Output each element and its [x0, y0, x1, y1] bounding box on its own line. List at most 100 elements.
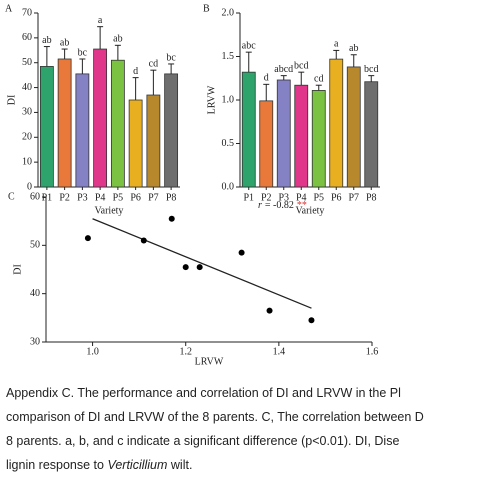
bar	[128, 99, 143, 188]
y-tick-label: 40	[30, 288, 40, 299]
y-tick-label: 1.5	[222, 51, 235, 62]
x-axis-label: LRVW	[195, 356, 224, 367]
y-tick-label: 60	[22, 32, 32, 43]
x-tick-label: 1.0	[86, 346, 99, 357]
bar	[364, 81, 379, 188]
y-tick-label: 10	[22, 156, 32, 167]
annotation-symbol: r	[258, 200, 262, 211]
x-tick-label: 1.2	[179, 346, 192, 357]
point	[308, 317, 315, 324]
y-tick-label: 20	[22, 132, 32, 143]
x-tick-label: P5	[113, 192, 124, 203]
fit-line	[92, 218, 312, 309]
significance-letter: abc	[242, 40, 256, 51]
x-axis-label: Variety	[296, 205, 325, 216]
x-tick-label: P1	[42, 192, 53, 203]
x-tick-label: P6	[331, 192, 342, 203]
caption-line: Appendix C. The performance and correlat…	[6, 386, 401, 400]
panel-label: A	[5, 3, 13, 14]
significance-letter: ab	[42, 35, 51, 46]
x-tick-label: P8	[166, 192, 177, 203]
x-tick-label: P3	[77, 192, 88, 203]
point	[266, 307, 273, 314]
x-tick-label: P4	[296, 192, 307, 203]
y-tick-label: 2.0	[222, 7, 235, 18]
bar	[93, 48, 108, 188]
significance-letter: ab	[60, 37, 69, 48]
bar	[276, 79, 291, 188]
caption-text: wilt.	[167, 458, 193, 472]
panel-label: B	[203, 3, 210, 14]
annotation-significance: **	[297, 200, 307, 211]
x-tick-label: P6	[130, 192, 141, 203]
caption-italic: Verticillium	[107, 458, 168, 472]
panel-label: C	[8, 191, 15, 202]
figure: 0 10 20 30 40 50 60 70 A Variety DI ab P1 ab P2 bc P3 a P4…	[5, 3, 380, 367]
bar	[294, 84, 309, 188]
x-tick-label: P4	[95, 192, 106, 203]
bar	[146, 94, 161, 188]
bar	[57, 58, 72, 188]
bar	[346, 66, 361, 188]
point	[182, 264, 189, 271]
bar	[311, 90, 326, 188]
x-tick-label: P2	[59, 192, 70, 203]
x-tick-label: P3	[278, 192, 289, 203]
significance-letter: ab	[113, 34, 122, 45]
significance-letter: d	[133, 66, 138, 77]
y-tick-label: 50	[22, 57, 32, 68]
x-tick-label: 1.4	[273, 346, 286, 357]
bar	[329, 58, 344, 188]
caption-line: lignin response to Verticillium wilt.	[6, 458, 486, 472]
x-tick-label: P8	[366, 192, 377, 203]
y-tick-label: 60	[30, 191, 40, 202]
x-tick-label: P1	[243, 192, 254, 203]
bar	[164, 73, 179, 188]
significance-letter: ab	[349, 43, 358, 54]
significance-letter: bc	[166, 52, 176, 63]
y-tick-label: 1.0	[222, 94, 235, 105]
caption-line: comparison of DI and LRVW of the 8 paren…	[6, 410, 424, 424]
y-tick-label: 0.0	[222, 181, 235, 192]
significance-letter: a	[334, 39, 339, 50]
y-tick-label: 70	[22, 7, 32, 18]
point	[196, 264, 203, 271]
significance-letter: d	[264, 73, 269, 84]
y-tick-label: 50	[30, 240, 40, 251]
annotation: r = -0.82 **	[258, 200, 307, 211]
x-tick-label: P7	[348, 192, 359, 203]
significance-letter: cd	[314, 74, 323, 85]
significance-letter: bcd	[294, 60, 308, 71]
y-tick-label: 0	[27, 181, 32, 192]
y-axis-label: DI	[12, 264, 23, 275]
significance-letter: bc	[78, 47, 88, 58]
annotation-text: = -0.82	[265, 200, 294, 211]
point	[238, 249, 245, 256]
y-axis-label: DI	[6, 95, 17, 106]
bar	[241, 71, 256, 188]
point	[84, 235, 91, 242]
point	[140, 237, 147, 244]
caption-line: 8 parents. a, b, and c indicate a signif…	[6, 434, 400, 448]
caption-text: lignin response to	[6, 458, 108, 472]
significance-letter: a	[98, 15, 103, 26]
x-tick-label: P2	[261, 192, 272, 203]
bar	[259, 100, 274, 188]
y-tick-label: 30	[22, 107, 32, 118]
y-axis-label: LRVW	[206, 85, 217, 114]
x-axis-label: Variety	[95, 205, 124, 216]
x-tick-label: 1.6	[366, 346, 379, 357]
y-tick-label: 40	[22, 82, 32, 93]
significance-letter: cd	[149, 58, 158, 69]
bar	[110, 59, 125, 188]
point	[168, 215, 175, 222]
bar	[39, 66, 54, 188]
y-tick-label: 0.5	[222, 138, 235, 149]
x-tick-label: P5	[313, 192, 324, 203]
x-tick-label: P7	[148, 192, 159, 203]
significance-letter: bcd	[364, 64, 378, 75]
y-tick-label: 30	[30, 336, 40, 347]
significance-letter: abcd	[274, 64, 293, 75]
bar	[75, 73, 90, 188]
